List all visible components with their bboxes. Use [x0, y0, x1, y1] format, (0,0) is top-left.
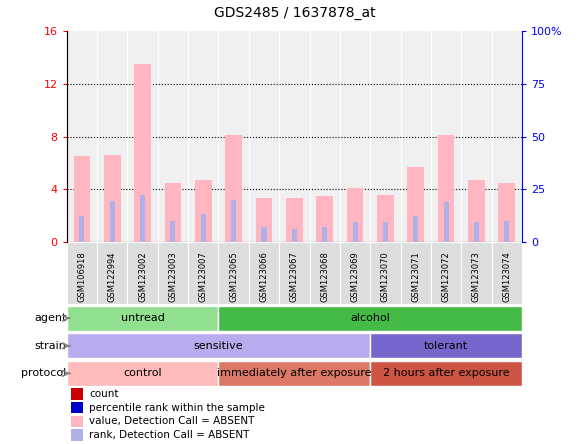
- Bar: [231, 200, 236, 242]
- Bar: [401, 242, 431, 304]
- Bar: [97, 242, 128, 304]
- Text: GSM123066: GSM123066: [259, 251, 269, 302]
- Text: GSM122994: GSM122994: [108, 251, 117, 302]
- Text: untread: untread: [121, 313, 165, 323]
- Bar: [444, 202, 448, 242]
- Bar: [104, 155, 121, 242]
- Bar: [201, 214, 206, 242]
- Bar: [474, 222, 479, 242]
- Text: count: count: [89, 389, 119, 399]
- Text: GSM123074: GSM123074: [502, 251, 512, 302]
- Bar: [71, 402, 82, 413]
- Bar: [219, 305, 522, 331]
- Text: GDS2485 / 1637878_at: GDS2485 / 1637878_at: [213, 6, 375, 20]
- Bar: [71, 429, 82, 440]
- Bar: [225, 135, 242, 242]
- Bar: [279, 242, 310, 304]
- Text: GSM123072: GSM123072: [441, 251, 451, 302]
- Text: strain: strain: [35, 341, 67, 351]
- Bar: [188, 242, 219, 304]
- Bar: [79, 216, 84, 242]
- Text: percentile rank within the sample: percentile rank within the sample: [89, 403, 265, 412]
- Text: GSM123070: GSM123070: [381, 251, 390, 302]
- Bar: [347, 188, 364, 242]
- Bar: [262, 227, 266, 242]
- Bar: [383, 222, 388, 242]
- Bar: [128, 242, 158, 304]
- Text: GSM123065: GSM123065: [229, 251, 238, 302]
- Text: protocol: protocol: [21, 369, 67, 378]
- Text: GSM123068: GSM123068: [320, 251, 329, 302]
- Bar: [286, 198, 303, 242]
- Bar: [110, 201, 115, 242]
- Bar: [219, 361, 370, 386]
- Bar: [316, 196, 333, 242]
- Text: GSM123067: GSM123067: [290, 251, 299, 302]
- Bar: [249, 242, 279, 304]
- Bar: [340, 242, 370, 304]
- Text: GSM123069: GSM123069: [350, 251, 360, 302]
- Text: GSM123073: GSM123073: [472, 251, 481, 302]
- Bar: [370, 333, 522, 358]
- Bar: [322, 227, 327, 242]
- Text: sensitive: sensitive: [194, 341, 243, 351]
- Bar: [431, 242, 461, 304]
- Text: GSM123071: GSM123071: [411, 251, 420, 302]
- Bar: [165, 182, 182, 242]
- Bar: [492, 242, 522, 304]
- Bar: [292, 229, 297, 242]
- Bar: [353, 222, 357, 242]
- Bar: [158, 242, 188, 304]
- Bar: [407, 167, 424, 242]
- Text: agent: agent: [34, 313, 67, 323]
- Bar: [171, 221, 175, 242]
- Bar: [67, 242, 97, 304]
- Text: 2 hours after exposure: 2 hours after exposure: [383, 369, 509, 378]
- Text: GSM123003: GSM123003: [168, 251, 177, 302]
- Bar: [498, 182, 515, 242]
- Bar: [414, 216, 418, 242]
- Bar: [134, 64, 151, 242]
- Bar: [377, 194, 394, 242]
- Bar: [67, 361, 219, 386]
- Text: tolerant: tolerant: [424, 341, 468, 351]
- Text: GSM123002: GSM123002: [138, 251, 147, 302]
- Bar: [310, 242, 340, 304]
- Bar: [195, 180, 212, 242]
- Bar: [505, 221, 509, 242]
- Bar: [219, 242, 249, 304]
- Bar: [71, 388, 82, 400]
- Bar: [370, 242, 401, 304]
- Text: rank, Detection Call = ABSENT: rank, Detection Call = ABSENT: [89, 430, 250, 440]
- Bar: [461, 242, 492, 304]
- Text: immediately after exposure: immediately after exposure: [217, 369, 372, 378]
- Bar: [438, 135, 455, 242]
- Bar: [370, 361, 522, 386]
- Bar: [468, 180, 485, 242]
- Text: GSM123007: GSM123007: [199, 251, 208, 302]
- Bar: [256, 198, 273, 242]
- Text: GSM106918: GSM106918: [77, 251, 86, 302]
- Bar: [74, 156, 90, 242]
- Text: value, Detection Call = ABSENT: value, Detection Call = ABSENT: [89, 416, 255, 426]
- Bar: [67, 333, 370, 358]
- Text: control: control: [124, 369, 162, 378]
- Bar: [67, 305, 219, 331]
- Bar: [71, 416, 82, 427]
- Bar: [140, 194, 145, 242]
- Text: alcohol: alcohol: [350, 313, 390, 323]
